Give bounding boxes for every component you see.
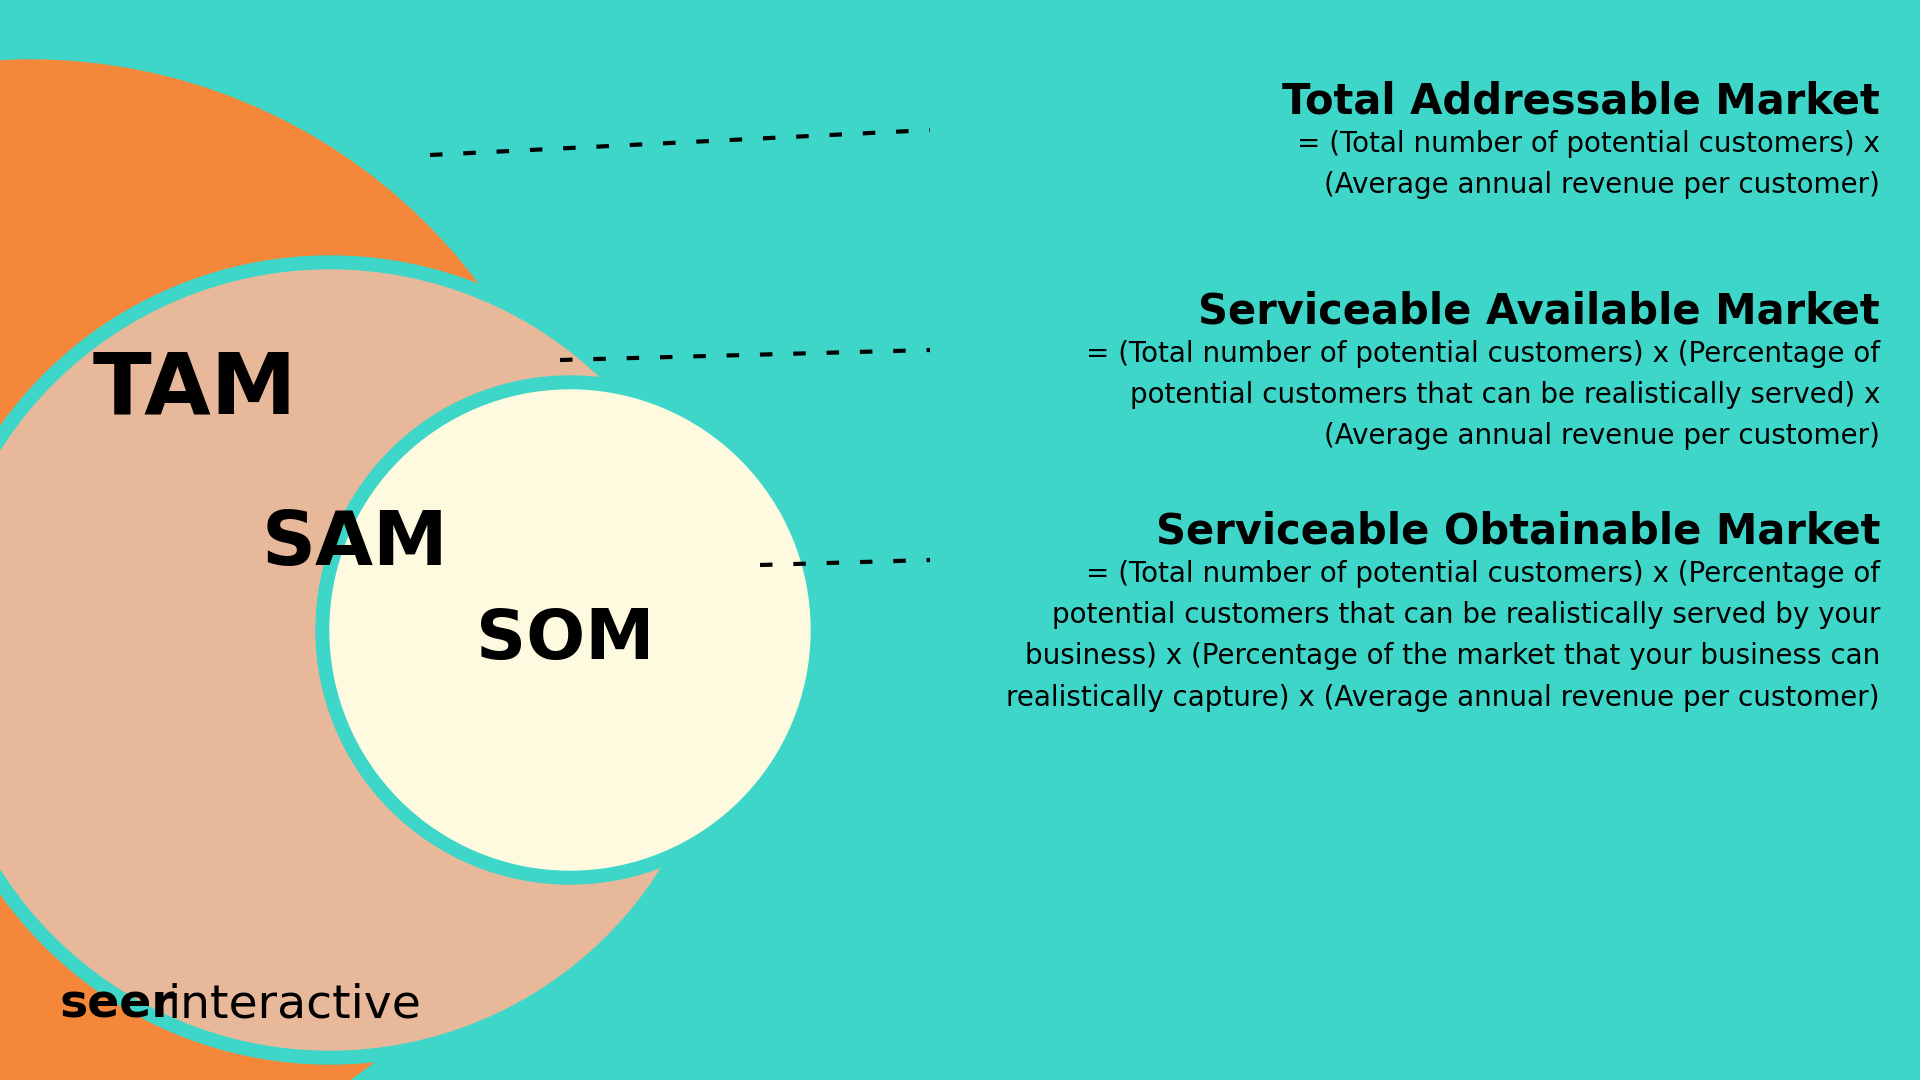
Circle shape — [0, 60, 589, 1080]
Text: = (Total number of potential customers) x (Percentage of
potential customers tha: = (Total number of potential customers) … — [1006, 561, 1880, 712]
Text: SAM: SAM — [261, 509, 447, 581]
Text: seer: seer — [60, 983, 175, 1027]
Text: = (Total number of potential customers) x
(Average annual revenue per customer): = (Total number of potential customers) … — [1298, 130, 1880, 199]
Text: Serviceable Available Market: Serviceable Available Market — [1198, 291, 1880, 332]
Text: = (Total number of potential customers) x (Percentage of
potential customers tha: = (Total number of potential customers) … — [1087, 340, 1880, 450]
Text: Serviceable Obtainable Market: Serviceable Obtainable Market — [1156, 510, 1880, 552]
Circle shape — [0, 256, 733, 1064]
Text: TAM: TAM — [92, 349, 298, 432]
Text: interactive: interactive — [169, 983, 422, 1027]
Circle shape — [330, 390, 810, 870]
Circle shape — [0, 270, 720, 1050]
Text: Total Addressable Market: Total Addressable Market — [1283, 80, 1880, 122]
Text: SOM: SOM — [476, 607, 655, 674]
Circle shape — [317, 376, 824, 885]
